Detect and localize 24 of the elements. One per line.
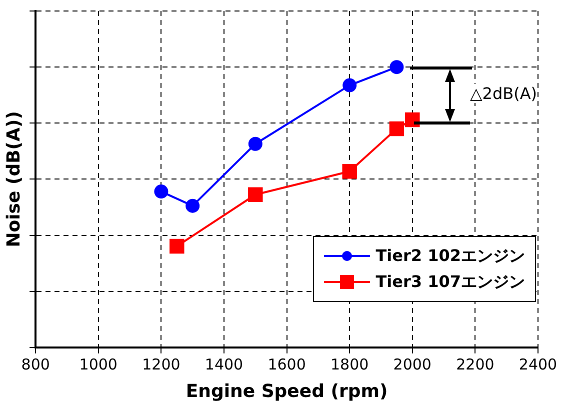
y-axis-title: Noise (dB(A)) <box>3 111 24 248</box>
x-tick-label: 1400 <box>204 355 244 374</box>
point <box>389 121 404 136</box>
x-tick-label: 2400 <box>518 355 558 374</box>
point <box>248 136 262 151</box>
point <box>248 187 263 202</box>
x-tick-label: 2000 <box>393 355 432 374</box>
annotation: △2dB(A) <box>470 84 538 103</box>
x-axis-title: Engine Speed (rpm) <box>186 380 388 402</box>
x-tick-label: 1200 <box>142 355 180 374</box>
x-tick-label: 2200 <box>456 355 494 374</box>
x-tick-label: 800 <box>21 355 50 374</box>
point <box>170 238 184 254</box>
x-tick-label: 1600 <box>268 355 306 374</box>
point <box>186 198 200 213</box>
x-tick-label: 1000 <box>79 355 118 374</box>
point <box>154 184 168 199</box>
point <box>342 164 357 179</box>
point <box>405 112 420 128</box>
point <box>342 78 357 92</box>
legend-label: Tier2 102エンジン <box>376 245 525 267</box>
point <box>390 60 404 74</box>
legend-label: Tier3 107エンジン <box>376 271 525 293</box>
x-tick-label: 1800 <box>330 355 369 374</box>
